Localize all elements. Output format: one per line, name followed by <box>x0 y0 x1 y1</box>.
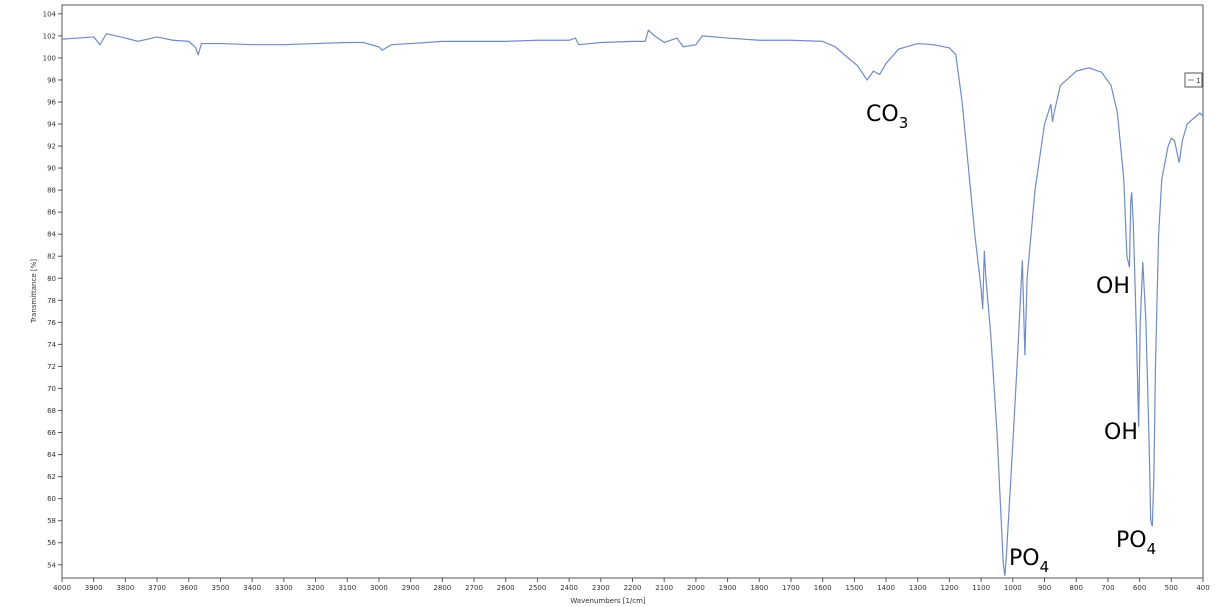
annotation-sub: 3 <box>899 114 909 132</box>
plot-frame <box>61 4 1204 579</box>
x-tick-label: 1700 <box>782 584 800 592</box>
y-axis-label: Transmittance [%] <box>30 259 38 324</box>
x-tick-label: 1900 <box>719 584 737 592</box>
x-tick-label: 3700 <box>148 584 166 592</box>
x-tick-label: 2800 <box>433 584 451 592</box>
y-tick-label: 58 <box>47 517 56 525</box>
x-tick-label: 2200 <box>624 584 642 592</box>
y-tick-label: 92 <box>47 143 56 151</box>
x-tick-label: 3800 <box>116 584 134 592</box>
x-tick-label: 4000 <box>53 584 71 592</box>
x-tick-label: 1500 <box>845 584 863 592</box>
x-tick-label: 1200 <box>941 584 959 592</box>
y-tick-label: 86 <box>47 209 56 217</box>
y-tick-label: 84 <box>47 231 56 239</box>
spectrum-line <box>61 29 1204 576</box>
y-tick-label: 72 <box>47 363 56 371</box>
x-tick-label: 3900 <box>85 584 103 592</box>
x-tick-label: 800 <box>1070 584 1083 592</box>
x-tick-label: 1000 <box>1004 584 1022 592</box>
x-tick-label: 2000 <box>687 584 705 592</box>
x-tick-label: 3100 <box>338 584 356 592</box>
annotation-sub: 4 <box>1147 540 1157 558</box>
y-tick-label: 90 <box>47 165 56 173</box>
x-tick-label: 2700 <box>465 584 483 592</box>
annotation-text: PO <box>1009 546 1040 571</box>
x-tick-label: 3300 <box>275 584 293 592</box>
annotation: PO4 <box>1009 546 1049 576</box>
y-tick-label: 82 <box>47 253 56 261</box>
x-tick-label: 400 <box>1196 584 1209 592</box>
y-tick-label: 70 <box>47 385 56 393</box>
y-tick-label: 80 <box>47 275 56 283</box>
x-tick-label: 1300 <box>909 584 927 592</box>
y-tick-label: 88 <box>47 187 56 195</box>
x-tick-label: 3500 <box>212 584 230 592</box>
x-tick-label: 2600 <box>497 584 515 592</box>
x-tick-label: 3600 <box>180 584 198 592</box>
x-tick-label: 3000 <box>370 584 388 592</box>
y-tick-label: 76 <box>47 319 56 327</box>
y-tick-label: 102 <box>43 32 56 40</box>
annotation: PO4 <box>1116 528 1156 558</box>
x-tick-label: 2500 <box>529 584 547 592</box>
y-tick-label: 64 <box>47 451 56 459</box>
y-tick-label: 60 <box>47 495 56 503</box>
y-tick-label: 96 <box>47 98 56 106</box>
x-tick-label: 600 <box>1133 584 1146 592</box>
x-axis-label: Wavenumbers [1/cm] <box>570 597 646 605</box>
x-tick-label: 2300 <box>592 584 610 592</box>
x-tick-label: 2900 <box>402 584 420 592</box>
annotation-text: CO <box>866 102 899 127</box>
y-tick-label: 56 <box>47 539 56 547</box>
x-tick-label: 700 <box>1101 584 1114 592</box>
y-tick-label: 62 <box>47 473 56 481</box>
annotation: OH <box>1096 274 1130 299</box>
x-tick-label: 500 <box>1165 584 1178 592</box>
y-tick-label: 78 <box>47 297 56 305</box>
annotation: OH <box>1104 420 1138 445</box>
x-tick-label: 1600 <box>814 584 832 592</box>
annotation-text: PO <box>1116 528 1147 553</box>
x-tick-label: 2400 <box>560 584 578 592</box>
y-tick-label: 100 <box>43 54 56 62</box>
x-tick-label: 3200 <box>307 584 325 592</box>
x-tick-label: 1800 <box>750 584 768 592</box>
y-tick-label: 104 <box>43 10 57 18</box>
annotation: CO3 <box>866 102 908 132</box>
y-tick-label: 74 <box>47 341 56 349</box>
y-tick-label: 66 <box>47 429 56 437</box>
y-tick-label: 94 <box>47 121 56 129</box>
annotation-sub: 4 <box>1040 558 1050 576</box>
legend: 1 <box>1184 72 1203 88</box>
y-tick-label: 54 <box>47 561 56 569</box>
y-tick-label: 68 <box>47 407 56 415</box>
x-tick-label: 2100 <box>655 584 673 592</box>
x-tick-label: 3400 <box>243 584 261 592</box>
x-tick-label: 1100 <box>972 584 990 592</box>
x-tick-label: 900 <box>1038 584 1051 592</box>
x-tick-label: 1400 <box>877 584 895 592</box>
legend-label: 1 <box>1196 77 1200 85</box>
y-tick-label: 98 <box>47 76 56 84</box>
